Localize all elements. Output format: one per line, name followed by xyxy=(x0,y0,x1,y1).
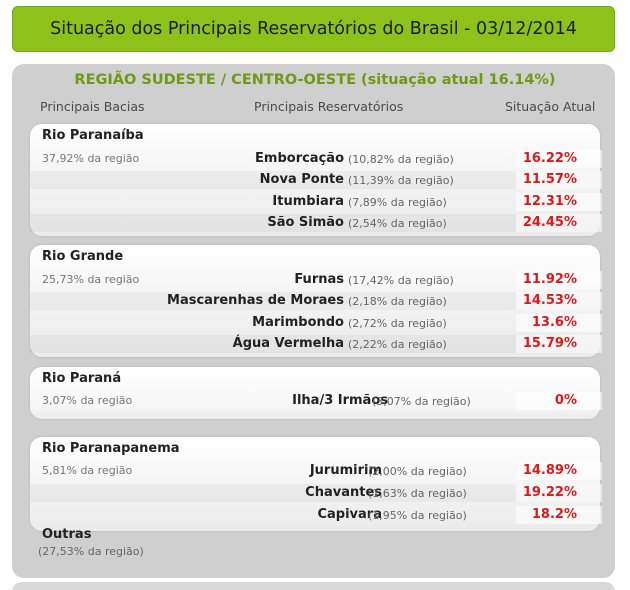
basin-name: Rio Paranapanema xyxy=(42,441,180,456)
basin-box-paranapanema: Rio Paranapanema 5,81% da região Jurumir… xyxy=(30,437,602,531)
reservoir-share: (1,63% da região) xyxy=(368,487,467,500)
basin-share: 25,73% da região xyxy=(42,273,140,286)
reservoir-share: (3,07% da região) xyxy=(372,395,471,408)
table-row: 37,92% da região Emborcação (10,82% da r… xyxy=(30,149,602,169)
table-row: 25,73% da região Furnas (17,42% da regiã… xyxy=(30,270,602,290)
reservoir-name: Ilha/3 Irmãos xyxy=(292,393,388,408)
reservoir-share: (7,89% da região) xyxy=(348,196,447,209)
reservoir-share: (2,54% da região) xyxy=(348,217,447,230)
reservoir-level: 18.2% xyxy=(531,507,577,522)
reservoir-share: (11,39% da região) xyxy=(348,174,454,187)
reservoir-share: (2,18% da região) xyxy=(348,295,447,308)
table-row: Capivara (1,95% da região) 18.2% xyxy=(30,505,602,525)
column-header-basins: Principais Bacias xyxy=(40,99,145,114)
reservoir-share: (2,72% da região) xyxy=(348,317,447,330)
basin-share: 3,07% da região xyxy=(42,394,133,407)
reservoir-share: (17,42% da região) xyxy=(348,274,454,287)
reservoir-name: Capivara xyxy=(317,507,382,522)
table-row: 3,07% da região Ilha/3 Irmãos (3,07% da … xyxy=(30,391,602,411)
reservoir-name: Marimbondo xyxy=(252,315,344,330)
reservoir-level: 19.22% xyxy=(522,485,577,500)
table-row: 5,81% da região Jurumirim (2,00% da regi… xyxy=(30,461,602,481)
reservoir-share: (1,95% da região) xyxy=(368,509,467,522)
column-header-status: Situação Atual xyxy=(505,99,596,114)
reservoir-name: Mascarenhas de Moraes xyxy=(167,293,344,308)
reservoir-level: 15.79% xyxy=(522,336,577,351)
basin-name: Rio Paranaíba xyxy=(42,128,144,143)
reservoir-level: 14.89% xyxy=(522,463,577,478)
basin-box-parana: Rio Paraná 3,07% da região Ilha/3 Irmãos… xyxy=(30,367,602,419)
reservoir-share: (2,22% da região) xyxy=(348,338,447,351)
reservoir-level: 11.92% xyxy=(522,272,577,287)
basin-box-grande: Rio Grande 25,73% da região Furnas (17,4… xyxy=(30,245,602,357)
reservoir-name: Chavantes xyxy=(305,485,382,500)
reservoir-level: 13.6% xyxy=(531,315,577,330)
reservoir-share: (10,82% da região) xyxy=(348,153,454,166)
table-row: Mascarenhas de Moraes (2,18% da região) … xyxy=(30,291,602,311)
basin-name: Rio Grande xyxy=(42,249,124,264)
table-row: Água Vermelha (2,22% da região) 15.79% xyxy=(30,334,602,354)
others-label: Outras xyxy=(42,527,92,542)
table-row: Chavantes (1,63% da região) 19.22% xyxy=(30,483,602,503)
basin-name: Rio Paraná xyxy=(42,371,122,386)
page-title: Situação dos Principais Reservatórios do… xyxy=(50,19,577,39)
table-row: São Simão (2,54% da região) 24.45% xyxy=(30,213,602,233)
reservoir-name: Itumbiara xyxy=(272,194,344,209)
reservoir-name: Água Vermelha xyxy=(232,336,344,351)
reservoir-level: 24.45% xyxy=(522,215,577,230)
reservoir-level: 0% xyxy=(554,393,577,408)
table-row: Nova Ponte (11,39% da região) 11.57% xyxy=(30,170,602,190)
table-row: Marimbondo (2,72% da região) 13.6% xyxy=(30,313,602,333)
column-header-reservoirs: Principais Reservatórios xyxy=(254,99,404,114)
region-title: REGIÃO SUDESTE / CENTRO-OESTE (situação … xyxy=(74,72,556,88)
reservoir-name: Emborcação xyxy=(255,151,344,166)
reservoir-share: (2,00% da região) xyxy=(368,465,467,478)
others-share: (27,53% da região) xyxy=(38,545,144,558)
next-region-panel-edge xyxy=(12,582,615,590)
reservoir-level: 16.22% xyxy=(522,151,577,166)
table-row: Itumbiara (7,89% da região) 12.31% xyxy=(30,192,602,212)
reservoir-name: Furnas xyxy=(294,272,344,287)
basin-box-paranaiba: Rio Paranaíba 37,92% da região Emborcaçã… xyxy=(30,124,602,236)
reservoir-name: Jurumirim xyxy=(309,463,382,478)
page-header: Situação dos Principais Reservatórios do… xyxy=(12,6,615,52)
basin-share: 5,81% da região xyxy=(42,464,133,477)
reservoir-name: São Simão xyxy=(267,215,344,230)
reservoir-level: 11.57% xyxy=(522,172,577,187)
reservoir-level: 12.31% xyxy=(522,194,577,209)
reservoir-name: Nova Ponte xyxy=(259,172,344,187)
reservoir-level: 14.53% xyxy=(522,293,577,308)
basin-share: 37,92% da região xyxy=(42,152,140,165)
